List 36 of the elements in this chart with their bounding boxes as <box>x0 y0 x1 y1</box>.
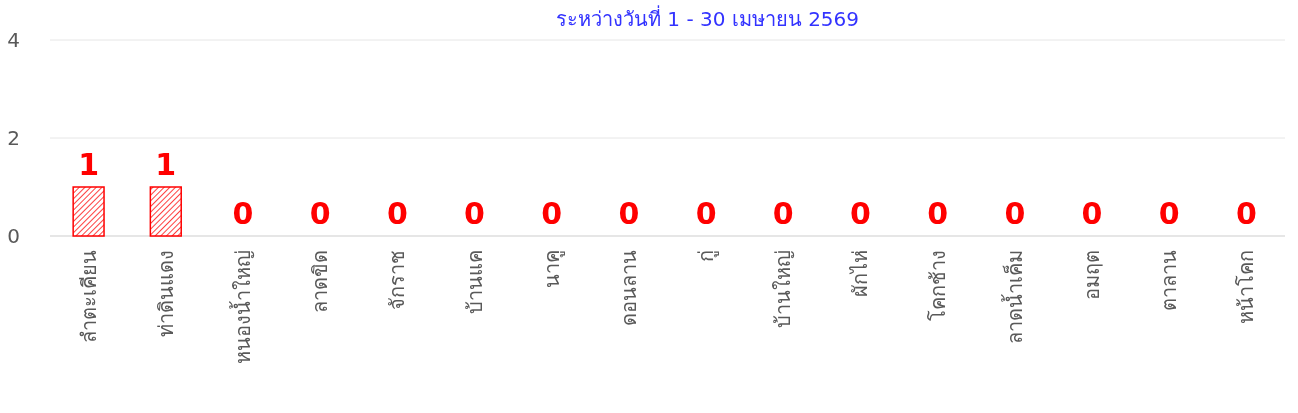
data-label: 0 <box>1158 196 1180 231</box>
x-tick-label: โคกช้าง <box>925 250 950 321</box>
data-label: 0 <box>1004 196 1026 231</box>
x-tick-label: กู่ <box>694 250 720 262</box>
x-tick-label: ตาลาน <box>1157 250 1182 311</box>
data-label: 0 <box>1081 196 1103 231</box>
data-label: 0 <box>772 196 794 231</box>
x-tick-label: ท่าดินแดง <box>153 250 178 337</box>
data-label: 0 <box>695 196 717 231</box>
data-label: 1 <box>78 147 100 182</box>
x-tick-label: บ้านแค <box>462 250 487 314</box>
x-tick-label: หน้าโคก <box>1234 250 1259 324</box>
x-tick-label: ลาดขิด <box>308 250 333 313</box>
x-tick-label: นาคู <box>539 250 565 288</box>
data-label: 0 <box>464 196 485 231</box>
data-label: 0 <box>232 196 254 231</box>
y-tick-label: 4 <box>7 28 20 52</box>
data-label: 0 <box>850 196 871 231</box>
x-tick-label: หนองน้ำใหญ่ <box>228 250 255 364</box>
x-tick-label: จักราช <box>385 250 410 310</box>
data-label: 0 <box>927 196 949 231</box>
data-label: 0 <box>309 196 331 231</box>
x-tick-label: ดอนลาน <box>616 250 641 326</box>
y-tick-label: 2 <box>7 126 20 150</box>
x-tick-label: ลำตะเคียน <box>76 250 101 343</box>
data-label: 1 <box>155 147 177 182</box>
data-label: 0 <box>541 196 563 231</box>
data-label: 0 <box>1235 196 1257 231</box>
data-label: 0 <box>618 196 640 231</box>
x-tick-label: อมฤต <box>1080 250 1105 300</box>
chart-subtitle: ระหว่างวันที่ 1 - 30 เมษายน 2569 <box>555 5 860 31</box>
y-tick-label: 0 <box>7 224 20 248</box>
x-tick-label: ลาดน้ำเค็ม <box>1000 250 1027 344</box>
x-tick-label: ผักไห่ <box>848 250 873 297</box>
x-tick-label: บ้านใหญ่ <box>771 250 796 328</box>
data-label: 0 <box>386 196 408 231</box>
